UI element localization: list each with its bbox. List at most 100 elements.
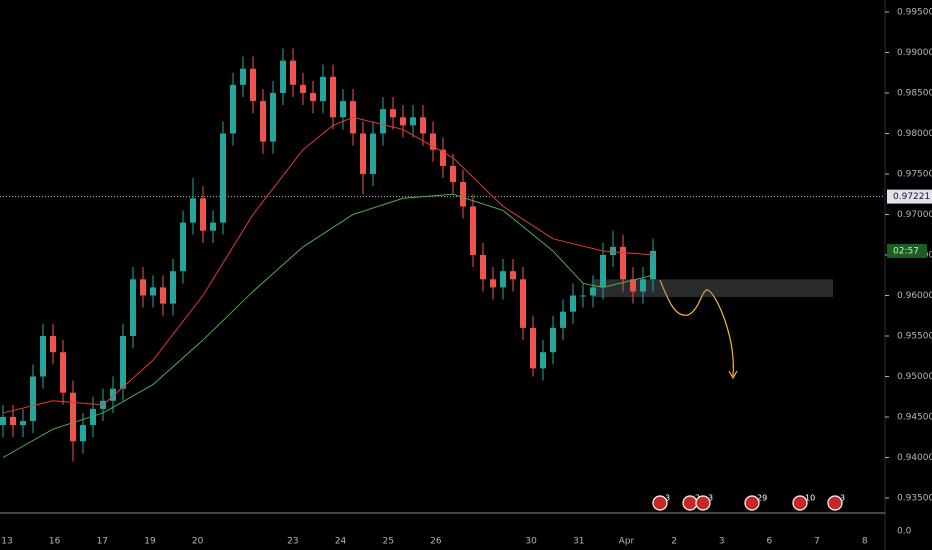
y-tick-label: 0.95000: [897, 372, 932, 382]
candle-body: [580, 295, 586, 297]
candle-body: [460, 182, 466, 207]
candle-body: [590, 287, 596, 296]
event-count: 3: [840, 494, 845, 503]
candle-body: [190, 198, 196, 223]
x-tick-label: Apr: [619, 537, 635, 547]
candle-body: [170, 271, 176, 304]
y-tick-label: 0.94500: [897, 413, 932, 423]
candle-body: [630, 279, 636, 292]
candle-body: [600, 255, 606, 288]
arrow-head: [728, 370, 738, 380]
candle-body: [20, 421, 26, 426]
candle-body: [330, 76, 336, 118]
candle-body: [120, 336, 126, 389]
x-tick-label: 7: [814, 537, 820, 547]
candle-body: [510, 271, 516, 280]
x-tick-label: 2: [671, 537, 677, 547]
candle-body: [160, 287, 166, 304]
candle-body: [280, 60, 286, 93]
event-icon: [792, 495, 808, 511]
x-tick-label: 24: [335, 537, 347, 547]
event-count: 10: [805, 494, 815, 503]
candle-body: [150, 287, 156, 296]
candle-body: [650, 250, 656, 280]
event-count: 3: [708, 494, 713, 503]
event-icon: [652, 495, 668, 511]
x-tick-label: 16: [49, 537, 61, 547]
y-tick-label: 0.98000: [897, 129, 932, 139]
candle-body: [410, 117, 416, 126]
candle-body: [250, 68, 256, 102]
y-tick-label: 0.97500: [897, 170, 932, 180]
x-tick-label: 17: [97, 537, 108, 547]
x-tick-label: 31: [573, 537, 584, 547]
candle-body: [560, 311, 566, 328]
candle-body: [540, 352, 546, 369]
x-tick-label: 20: [192, 537, 204, 547]
candle-body: [210, 222, 216, 231]
x-tick-label: 30: [525, 537, 537, 547]
candle-body: [390, 109, 396, 118]
candle-body: [570, 295, 576, 312]
candle-body: [130, 279, 136, 336]
x-tick-label: 3: [719, 537, 725, 547]
y-tick-label: 0.93500: [897, 494, 932, 504]
candle-body: [550, 327, 556, 353]
y-tick-label: 0.96000: [897, 291, 932, 301]
candle-body: [180, 222, 186, 272]
candle-body: [500, 271, 506, 288]
candle-body: [440, 149, 446, 166]
candle-body: [610, 246, 616, 255]
x-tick-label: 23: [287, 537, 298, 547]
candle-body: [60, 352, 66, 393]
moving-average: [2, 193, 654, 458]
event-count: 29: [757, 494, 767, 503]
x-tick-label: 6: [767, 537, 773, 547]
candle-body: [80, 425, 86, 442]
moving-average: [2, 116, 654, 414]
x-tick-label: 26: [430, 537, 442, 547]
x-tick-label: 25: [382, 537, 393, 547]
candle-body: [380, 109, 386, 134]
event-icon: [744, 495, 760, 511]
y-tick-label: 0.95500: [897, 332, 932, 342]
candle-body: [400, 117, 406, 126]
x-tick-label: 19: [144, 537, 156, 547]
candle-body: [30, 376, 36, 422]
candle-body: [140, 279, 146, 296]
candle-body: [200, 198, 206, 231]
event-icon: [827, 495, 843, 511]
candle-body: [370, 133, 376, 174]
candle-body: [490, 279, 496, 288]
candle-body: [420, 117, 426, 134]
candle-body: [240, 68, 246, 85]
y-tick-label: 0.99000: [897, 48, 932, 58]
candle-body: [270, 93, 276, 142]
candle-body: [70, 392, 76, 442]
candle-body: [430, 133, 436, 150]
candle-body: [640, 279, 646, 292]
price-label: 0.97221: [893, 192, 930, 202]
candle-body: [520, 279, 526, 328]
candle-body: [360, 133, 366, 174]
candle-body: [530, 327, 536, 369]
countdown-box: [887, 243, 927, 258]
projection-arrow: [659, 279, 734, 377]
y-tick-label: 0.98500: [897, 89, 932, 99]
candle-body: [50, 336, 56, 353]
candle-body: [220, 133, 226, 223]
candle-body: [470, 206, 476, 255]
y-tick-label: 0.97000: [897, 210, 932, 220]
x-tick-label: 13: [1, 537, 12, 547]
y-tick-label: 0.99500: [897, 8, 932, 18]
candle-body: [340, 101, 346, 118]
candle-body: [300, 84, 306, 93]
candle-body: [230, 84, 236, 134]
candle-body: [40, 336, 46, 377]
candle-body: [0, 417, 6, 426]
event-icon: [695, 495, 711, 511]
y-tick-label: 0.94000: [897, 453, 932, 463]
candle-body: [10, 417, 16, 426]
price-label-box: [887, 189, 932, 204]
